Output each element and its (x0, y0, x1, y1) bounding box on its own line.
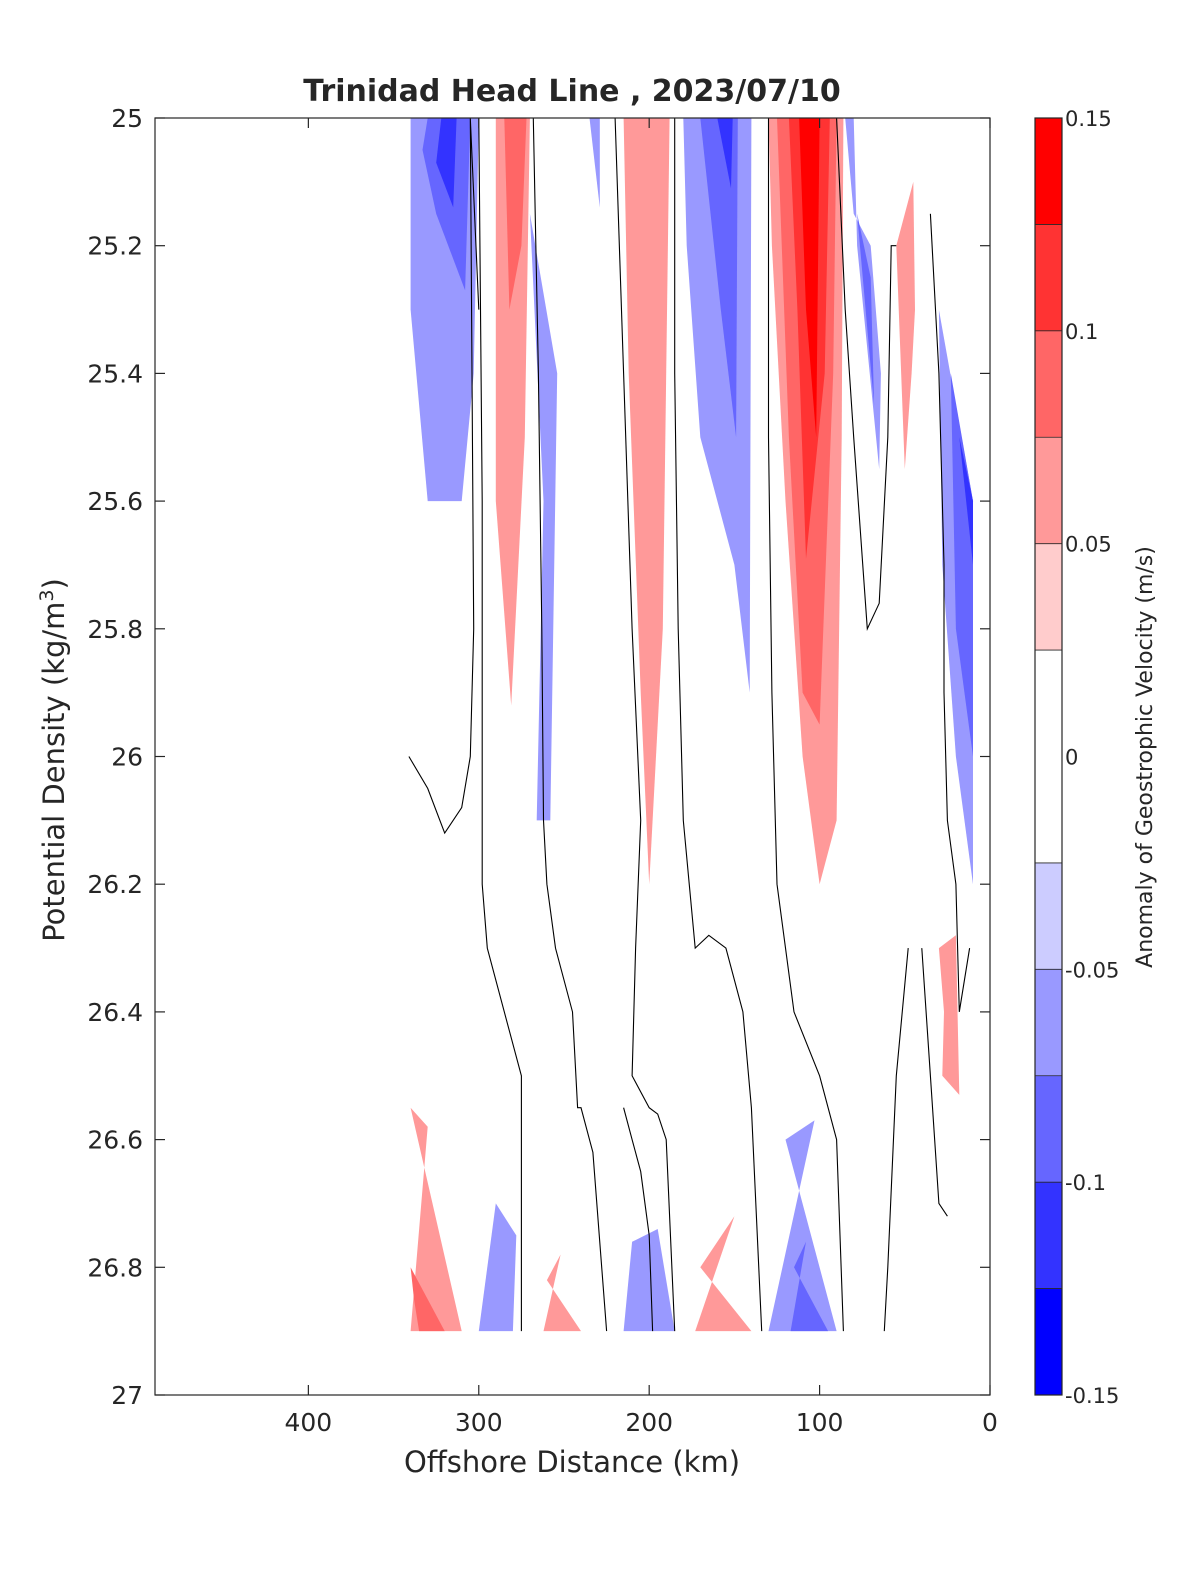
colorbar-tick-label: -0.1 (1065, 1171, 1106, 1195)
colorbar-band-4 (1035, 543, 1062, 651)
zero-contour-2 (532, 118, 608, 1332)
zero-contour-6 (767, 118, 844, 1332)
contour-region-21 (938, 935, 960, 1095)
colorbar-band-0 (1035, 118, 1062, 225)
contour-region-19 (950, 373, 973, 757)
contour-region-14 (799, 118, 820, 438)
contour-region-25 (543, 1254, 581, 1332)
colorbar-band-3 (1035, 437, 1062, 544)
x-tick-label: 400 (285, 1408, 333, 1437)
x-axis: 400 300 200 100 0 (285, 118, 998, 1437)
contour-region-2 (436, 118, 457, 208)
zero-contour-7 (836, 118, 897, 631)
contour-region-27 (695, 1216, 752, 1332)
colorbar-band-8 (1035, 1075, 1062, 1183)
contour-region-6 (589, 118, 600, 208)
zero-contour-lines (408, 118, 971, 1332)
zero-contour-9 (883, 948, 909, 1332)
contour-region-10 (717, 118, 733, 189)
contour-region-15 (845, 118, 881, 470)
colorbar-band-2 (1035, 330, 1062, 438)
colorbar-band-7 (1035, 969, 1062, 1076)
zero-contour-10 (921, 948, 948, 1217)
contour-region-3 (495, 118, 530, 706)
x-tick-label: 300 (455, 1408, 503, 1437)
colorbar-band-1 (1035, 224, 1062, 331)
contour-region-4 (504, 118, 527, 310)
x-tick-label: 200 (625, 1408, 673, 1437)
y-tick-label: 26.6 (87, 1126, 143, 1155)
colorbar: 0.15 0.1 0.05 0 -0.05 -0.1 -0.15 (1034, 107, 1119, 1408)
y-tick-label: 26.8 (87, 1253, 143, 1282)
y-tick-label: 26.4 (87, 998, 143, 1027)
colorbar-band-5 (1035, 650, 1062, 863)
y-tick-label: 27 (111, 1381, 143, 1410)
colorbar-band-6 (1035, 862, 1062, 970)
y-tick-label: 26.2 (87, 870, 143, 899)
zero-contour-8 (929, 213, 971, 1012)
colorbar-frame (1034, 117, 1063, 1396)
contour-region-1 (422, 118, 471, 291)
x-tick-label: 100 (796, 1408, 844, 1437)
y-tick-label: 26 (111, 743, 143, 772)
y-tick-label: 25.2 (87, 232, 143, 261)
contour-region-24 (478, 1203, 517, 1332)
contour-region-22 (410, 1107, 462, 1332)
contour-region-16 (857, 213, 875, 406)
y-axis: 25 25.2 25.4 25.6 25.8 26 26.2 26.4 26.6 26.8 27 (87, 104, 990, 1410)
colorbar-tick-label: -0.05 (1065, 958, 1119, 982)
colorbar-tick-label: 0.05 (1065, 533, 1112, 557)
colorbar-tick-label: -0.15 (1065, 1384, 1119, 1408)
contour-region-20 (959, 437, 973, 565)
contour-region-9 (700, 118, 738, 438)
chart-title: Trinidad Head Line , 2023/07/10 (303, 74, 840, 109)
contour-region-26 (623, 1229, 675, 1332)
y-axis-label-main: Potential Density (kg/m (37, 602, 71, 942)
colorbar-tick-label: 0.15 (1065, 107, 1112, 131)
contour-region-28 (768, 1120, 837, 1332)
zero-contour-3 (614, 118, 676, 1332)
y-tick-label: 25 (111, 104, 143, 133)
y-axis-label: Potential Density (kg/m3) (36, 578, 71, 942)
contour-region-29 (790, 1241, 829, 1332)
plot-area (155, 118, 990, 1395)
y-tick-label: 25.6 (87, 487, 143, 516)
x-tick-label: 0 (982, 1408, 998, 1437)
contour-region-23 (410, 1267, 445, 1332)
colorbar-tick-label: 0 (1065, 746, 1078, 770)
contour-region-5 (529, 213, 558, 821)
y-tick-label: 25.8 (87, 615, 143, 644)
contour-region-7 (623, 118, 670, 885)
colorbar-tick-label: 0.1 (1065, 320, 1098, 344)
y-tick-label: 25.4 (87, 359, 143, 388)
colorbar-band-9 (1035, 1182, 1062, 1289)
contour-region-17 (896, 181, 915, 470)
zero-contour-4 (623, 1107, 654, 1332)
zero-contour-5 (674, 118, 763, 1332)
y-axis-label-superscript: 3 (36, 589, 58, 601)
x-axis-label: Offshore Distance (km) (404, 1445, 740, 1479)
colorbar-label: Anomaly of Geostrophic Velocity (m/s) (1133, 546, 1158, 968)
zero-contour-0 (408, 118, 480, 835)
colorbar-band-10 (1035, 1288, 1062, 1395)
contour-fills (410, 118, 973, 1332)
y-axis-label-tail: ) (37, 578, 71, 589)
zero-contour-1 (478, 118, 522, 1332)
